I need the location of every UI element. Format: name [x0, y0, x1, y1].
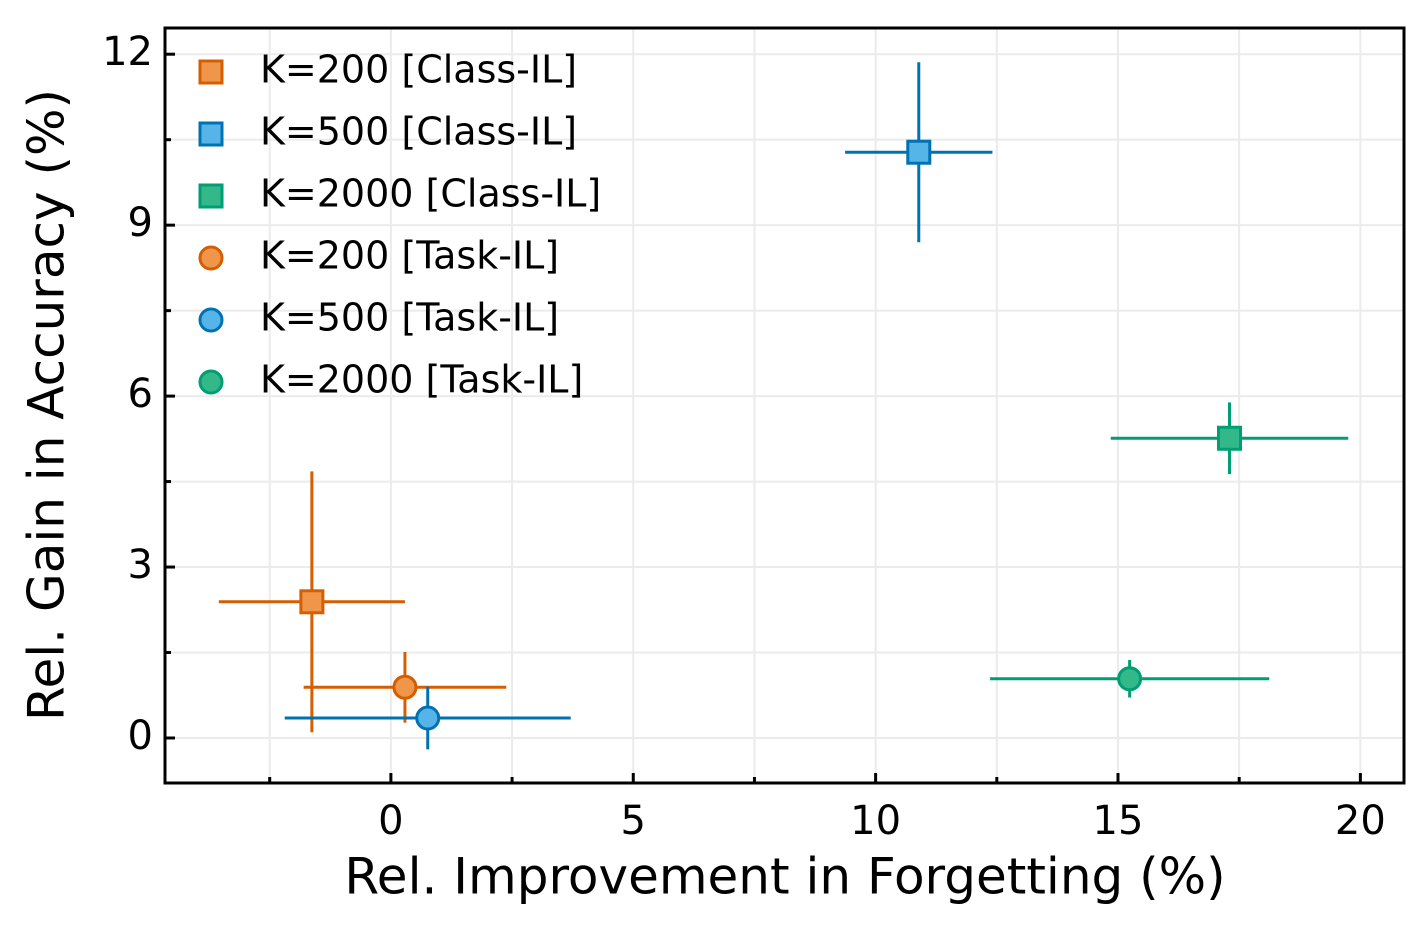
point	[299, 589, 325, 615]
x-tick-label: 20	[1335, 798, 1386, 844]
legend-label: K=2000 [Task-IL]	[260, 358, 583, 402]
x-axis-label: Rel. Improvement in Forgetting (%)	[344, 848, 1225, 906]
x-tick-label: 0	[378, 798, 403, 844]
legend-label: K=500 [Task-IL]	[260, 296, 559, 340]
legend-marker	[198, 183, 224, 209]
legend-label: K=200 [Class-IL]	[260, 48, 577, 92]
y-tick-label: 9	[128, 200, 153, 246]
plot-frame	[163, 26, 1406, 785]
legend-marker	[198, 307, 224, 333]
legend-label: K=200 [Task-IL]	[260, 234, 559, 278]
y-tick-label: 3	[128, 542, 153, 588]
x-tick-label: 15	[1093, 798, 1144, 844]
legend-marker	[198, 59, 224, 85]
y-tick-label: 12	[102, 29, 153, 75]
point	[392, 674, 418, 700]
point	[1216, 425, 1242, 451]
y-tick-label: 6	[128, 371, 153, 417]
legend-label: K=2000 [Class-IL]	[260, 172, 601, 216]
x-tick-label: 5	[621, 798, 646, 844]
point	[415, 705, 441, 731]
y-tick-label: 0	[128, 713, 153, 759]
legend-marker	[198, 245, 224, 271]
y-axis-label: Rel. Gain in Accuracy (%)	[18, 89, 76, 721]
legend-label: K=500 [Class-IL]	[260, 110, 577, 154]
legend-marker	[198, 369, 224, 395]
legend-marker	[198, 121, 224, 147]
x-tick-label: 10	[850, 798, 901, 844]
point	[1117, 666, 1143, 692]
point	[906, 139, 932, 165]
